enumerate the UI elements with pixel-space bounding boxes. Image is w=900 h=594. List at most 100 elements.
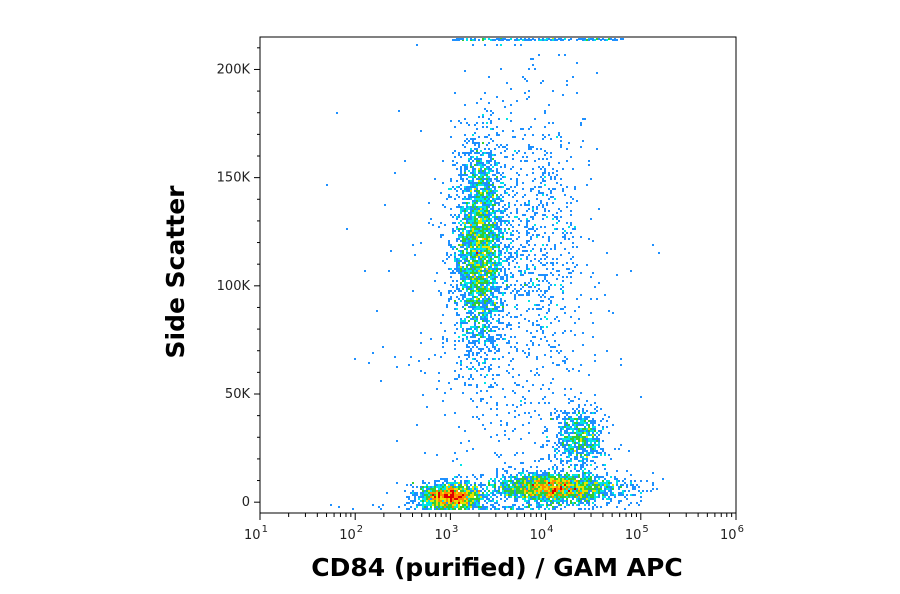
data-point — [470, 180, 472, 182]
data-point — [470, 348, 472, 350]
data-point — [490, 342, 492, 344]
data-point — [500, 228, 502, 230]
data-point — [502, 216, 504, 218]
data-point — [474, 214, 476, 216]
data-point — [442, 182, 444, 184]
data-point — [514, 482, 516, 484]
data-point — [446, 498, 448, 500]
data-point — [582, 450, 584, 452]
data-point — [510, 508, 512, 510]
data-point — [504, 292, 506, 294]
data-point — [582, 486, 584, 488]
data-point — [636, 502, 638, 504]
data-point — [502, 130, 504, 132]
data-point — [500, 292, 502, 294]
data-point — [446, 258, 448, 260]
data-point — [474, 368, 476, 370]
data-point — [620, 358, 622, 360]
data-point — [490, 150, 492, 152]
data-point — [470, 298, 472, 300]
data-point — [490, 200, 492, 202]
data-point — [490, 286, 492, 288]
data-point — [572, 430, 574, 432]
data-point — [512, 256, 514, 258]
data-point — [570, 486, 572, 488]
data-point — [562, 444, 564, 446]
data-point — [456, 490, 458, 492]
data-point — [450, 136, 452, 138]
data-point — [540, 274, 542, 276]
data-point — [514, 136, 516, 138]
data-point — [532, 226, 534, 228]
data-point — [476, 384, 478, 386]
data-point — [488, 178, 490, 180]
data-point — [458, 238, 460, 240]
data-point — [600, 490, 602, 492]
data-point — [448, 486, 450, 488]
data-point — [490, 336, 492, 338]
data-point — [598, 494, 600, 496]
data-point — [484, 272, 486, 274]
data-point — [496, 282, 498, 284]
data-point — [562, 490, 564, 492]
data-point — [548, 500, 550, 502]
data-point — [504, 256, 506, 258]
data-point — [476, 226, 478, 228]
data-point — [496, 290, 498, 292]
data-point — [530, 188, 532, 190]
data-point — [500, 300, 502, 302]
data-point — [454, 482, 456, 484]
data-point — [532, 308, 534, 310]
data-point — [602, 484, 604, 486]
data-point — [476, 496, 478, 498]
data-point — [448, 292, 450, 294]
data-point — [460, 360, 462, 362]
data-point — [480, 506, 482, 508]
data-point — [472, 216, 474, 218]
data-point — [458, 492, 460, 494]
data-point — [498, 186, 500, 188]
data-point — [558, 54, 560, 56]
data-point — [572, 432, 574, 434]
data-point — [496, 178, 498, 180]
data-point — [468, 140, 470, 142]
data-point — [426, 502, 428, 504]
data-point — [632, 494, 634, 496]
data-point — [472, 358, 474, 360]
data-point — [454, 504, 456, 506]
data-point — [494, 252, 496, 254]
data-point — [460, 278, 462, 280]
data-point — [492, 292, 494, 294]
data-point — [544, 486, 546, 488]
data-point — [472, 296, 474, 298]
data-point — [464, 224, 466, 226]
data-point — [442, 498, 444, 500]
data-point — [478, 276, 480, 278]
data-point — [576, 500, 578, 502]
data-point — [456, 240, 458, 242]
data-point — [462, 258, 464, 260]
data-point — [536, 324, 538, 326]
data-point — [482, 228, 484, 230]
data-point — [458, 376, 460, 378]
data-point — [584, 118, 586, 120]
data-point — [608, 486, 610, 488]
data-point — [454, 222, 456, 224]
data-point — [476, 156, 478, 158]
data-point — [570, 416, 572, 418]
data-point — [456, 362, 458, 364]
data-point — [488, 494, 490, 496]
data-point — [472, 318, 474, 320]
data-point — [538, 344, 540, 346]
data-point — [466, 506, 468, 508]
data-point — [478, 248, 480, 250]
data-point — [462, 278, 464, 280]
data-point — [554, 176, 556, 178]
data-point — [456, 226, 458, 228]
data-point — [476, 246, 478, 248]
data-point — [478, 492, 480, 494]
data-point — [588, 160, 590, 162]
data-point — [466, 336, 468, 338]
data-point — [496, 298, 498, 300]
data-point — [574, 492, 576, 494]
